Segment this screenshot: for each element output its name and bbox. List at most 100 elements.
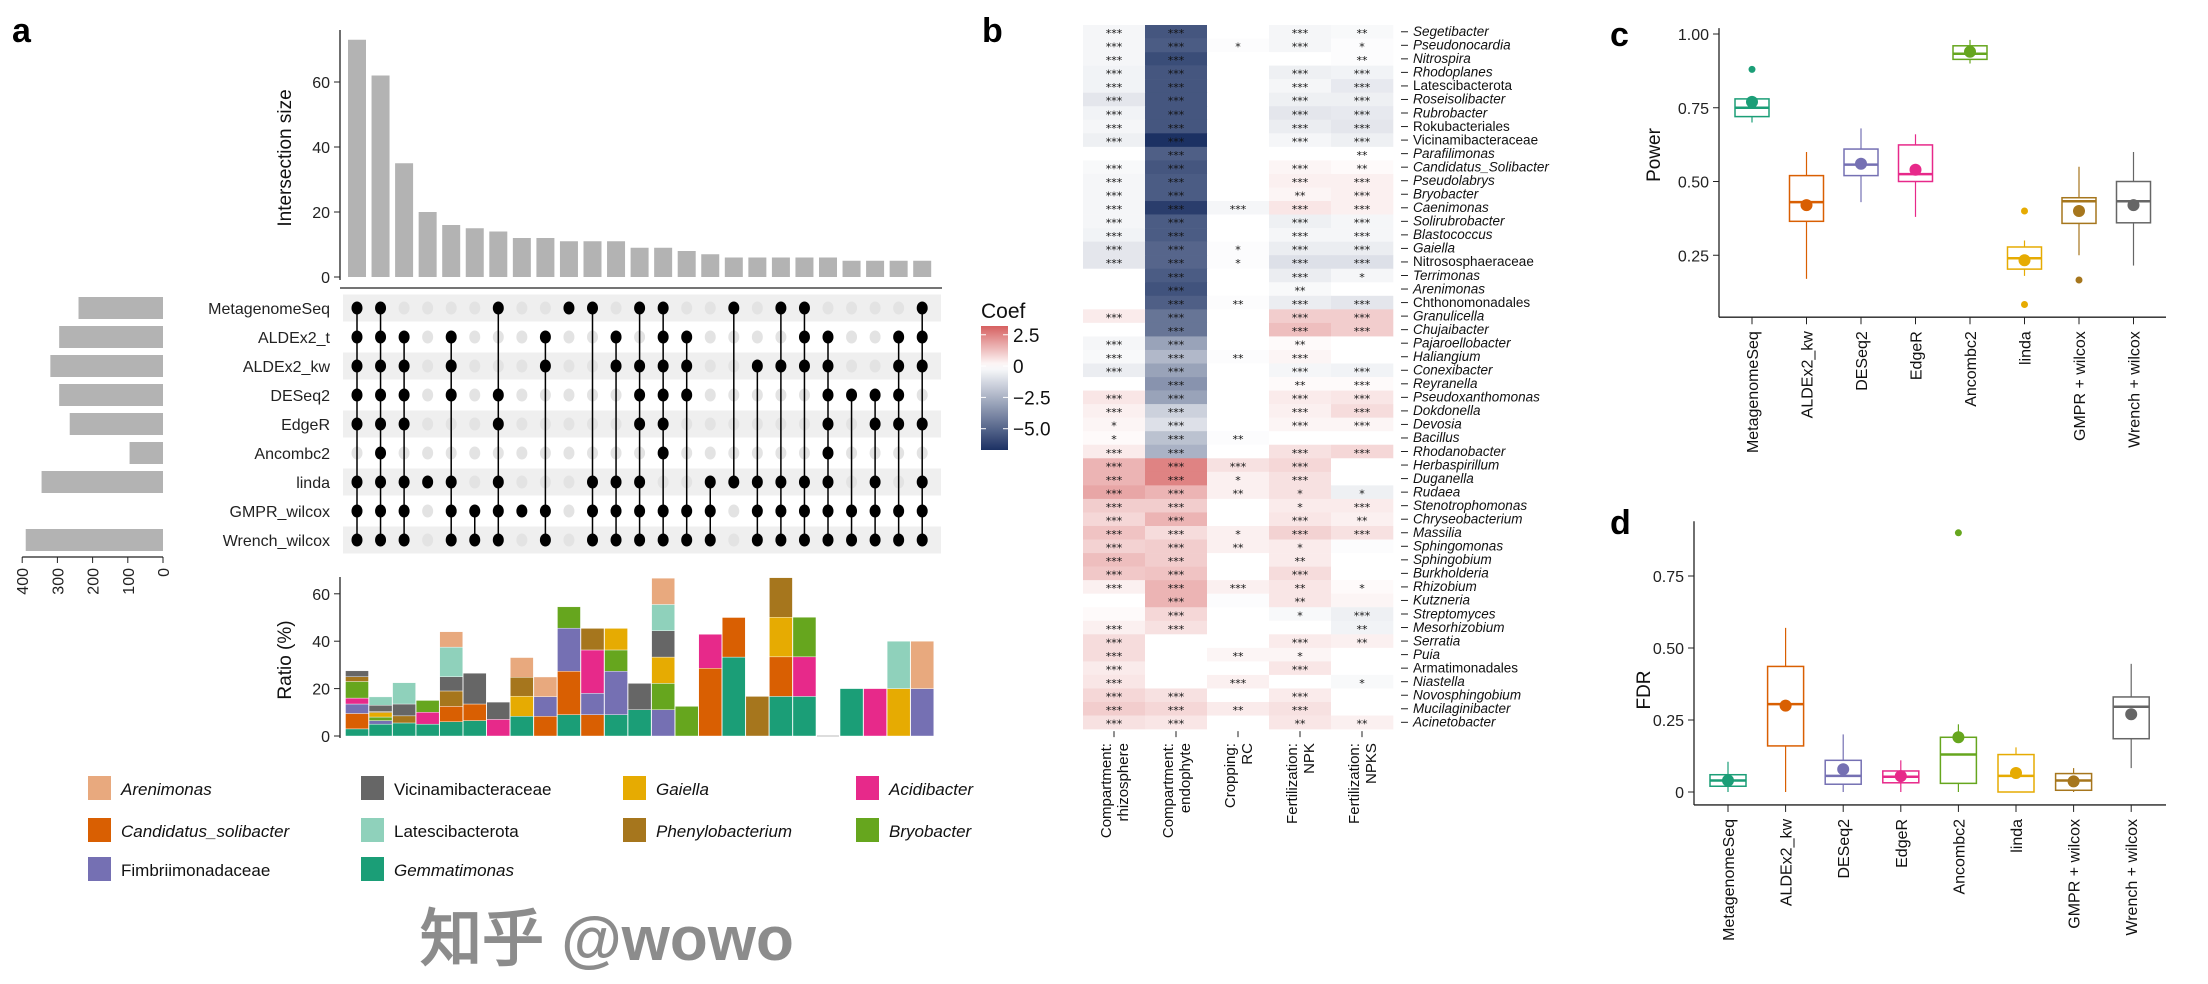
heatmap-row: *** *** ** ** Acinetobacter: [1083, 715, 1496, 731]
matrix-column: [610, 301, 622, 547]
ratio-bar: [675, 706, 699, 737]
significance-stars: ***: [1168, 135, 1185, 148]
heatmap-cell: [1331, 620, 1394, 635]
row-label: Chujaibacter: [1413, 322, 1489, 337]
matrix-dot-empty: [516, 446, 528, 460]
heatmap-cell: [1331, 295, 1394, 310]
significance-stars: *: [1359, 487, 1365, 500]
significance-stars: ***: [1106, 27, 1123, 40]
set-label: Ancombc2: [254, 446, 330, 463]
significance-stars: **: [1357, 149, 1369, 162]
heatmap-cell: [1145, 25, 1208, 39]
x-tick-label: linda: [2009, 819, 2026, 853]
heatmap-cell: [1145, 146, 1208, 161]
heatmap-row: *** *** ** Mesorhizobium: [1083, 620, 1505, 636]
matrix-dot-filled: [681, 388, 693, 402]
y-tick-label: 0: [321, 270, 330, 287]
significance-stars: ***: [1106, 460, 1123, 473]
legend-item: Arenimonas: [88, 776, 212, 800]
ratio-segment-acidibacter: [863, 688, 887, 737]
heatmap-row: *** *** *** ** Chryseobacterium: [1083, 511, 1523, 527]
ratio-segment-candidatus_solibacter: [557, 671, 581, 715]
matrix-dot-filled: [351, 475, 363, 489]
row-label: Granulicella: [1413, 308, 1485, 323]
heatmap-cell: [1207, 363, 1270, 378]
row-label: Kutzneria: [1413, 593, 1471, 608]
matrix-column: [587, 301, 598, 547]
matrix-dot-filled: [587, 533, 598, 547]
legend-title: Coef: [981, 300, 1026, 323]
colorbar-label: 0: [1013, 357, 1024, 378]
ratio-segment-candidatus_solibacter: [345, 713, 369, 730]
heatmap-cell: [1269, 377, 1332, 391]
ratio-bar: [557, 606, 581, 737]
heatmap-cell: [1083, 377, 1146, 391]
intersection-bar: [654, 247, 673, 277]
significance-stars: ***: [1106, 447, 1123, 460]
significance-stars: ***: [1354, 393, 1371, 406]
row-label: Niastella: [1413, 674, 1465, 689]
heatmap-row: *** *** *** *** Rhodanobacter: [1083, 444, 1506, 460]
significance-stars: ***: [1106, 217, 1123, 230]
heatmap-cell: [1207, 471, 1270, 486]
significance-stars: **: [1357, 623, 1369, 636]
heatmap-cell: [1207, 187, 1270, 202]
significance-stars: ***: [1292, 514, 1309, 527]
heatmap-cell: [1269, 607, 1332, 622]
heatmap-cell: [1331, 417, 1394, 432]
heatmap-cell: [1145, 241, 1208, 256]
matrix-dot-filled: [869, 388, 881, 402]
heatmap-cell: [1331, 309, 1394, 324]
x-tick-label: Ancombc2: [1963, 331, 1980, 407]
heatmap-cell: [1145, 417, 1208, 432]
significance-stars: ***: [1230, 677, 1247, 690]
heatmap-cell: [1145, 173, 1208, 188]
significance-stars: ***: [1354, 257, 1371, 270]
mean-point: [2010, 766, 2022, 779]
heatmap-cell: [1145, 647, 1208, 662]
row-label: Herbaspirillum: [1413, 457, 1499, 472]
ratio-bar: [463, 672, 487, 737]
significance-stars: **: [1233, 298, 1245, 311]
ratio-segment-bryobacter: [415, 700, 440, 713]
significance-stars: ***: [1354, 230, 1371, 243]
y-axis-title: FDR: [1634, 670, 1655, 709]
heatmap-cell: [1331, 377, 1394, 391]
heatmap-row: *** *** ** Pajaroellobacter: [1083, 335, 1511, 351]
significance-stars: ***: [1106, 135, 1123, 148]
heatmap-cell: [1083, 52, 1146, 66]
heatmap-cell: [1083, 79, 1146, 93]
matrix-dot-empty: [563, 475, 575, 489]
column-label: Compartment:: [1160, 743, 1177, 838]
significance-stars: **: [1357, 514, 1369, 527]
significance-stars: ***: [1292, 420, 1309, 433]
significance-stars: *: [1359, 582, 1365, 595]
heatmap-row: *** *** ** Serratia: [1083, 633, 1461, 649]
ratio-segment-gemmatimonas: [722, 656, 746, 737]
significance-stars: *: [1297, 609, 1303, 622]
outlier-point: [1748, 65, 1756, 73]
ratio-bar: [439, 631, 463, 737]
matrix-dot-empty: [469, 388, 481, 402]
heatmap-cell: [1269, 52, 1332, 66]
y-tick-label: 20: [312, 682, 330, 699]
heatmap-cell: [1207, 268, 1270, 283]
matrix-dot-empty: [563, 446, 575, 460]
heatmap-cell: [1269, 553, 1332, 567]
heatmap-cell: [1145, 336, 1208, 351]
heatmap-cell: [1145, 160, 1208, 175]
matrix-dot-filled: [798, 504, 810, 518]
ratio-segment-gemmatimonas: [557, 714, 581, 737]
significance-stars: ***: [1354, 81, 1371, 94]
row-label: Solirubrobacter: [1413, 214, 1505, 229]
y-tick-label: 0.75: [1653, 569, 1684, 586]
heatmap-cell: [1083, 160, 1146, 175]
matrix-dot-filled: [798, 475, 810, 489]
matrix-column: [916, 301, 928, 547]
significance-stars: *: [1235, 474, 1241, 487]
matrix-dot-empty: [422, 301, 434, 315]
ratio-segment-vicinamibacteraceae: [368, 704, 393, 712]
heatmap-row: *** *** *** ** * Rhizobium: [1083, 579, 1477, 595]
legend-item: Vicinamibacteraceae: [361, 776, 552, 800]
ratio-segment-gaiella: [651, 656, 675, 684]
